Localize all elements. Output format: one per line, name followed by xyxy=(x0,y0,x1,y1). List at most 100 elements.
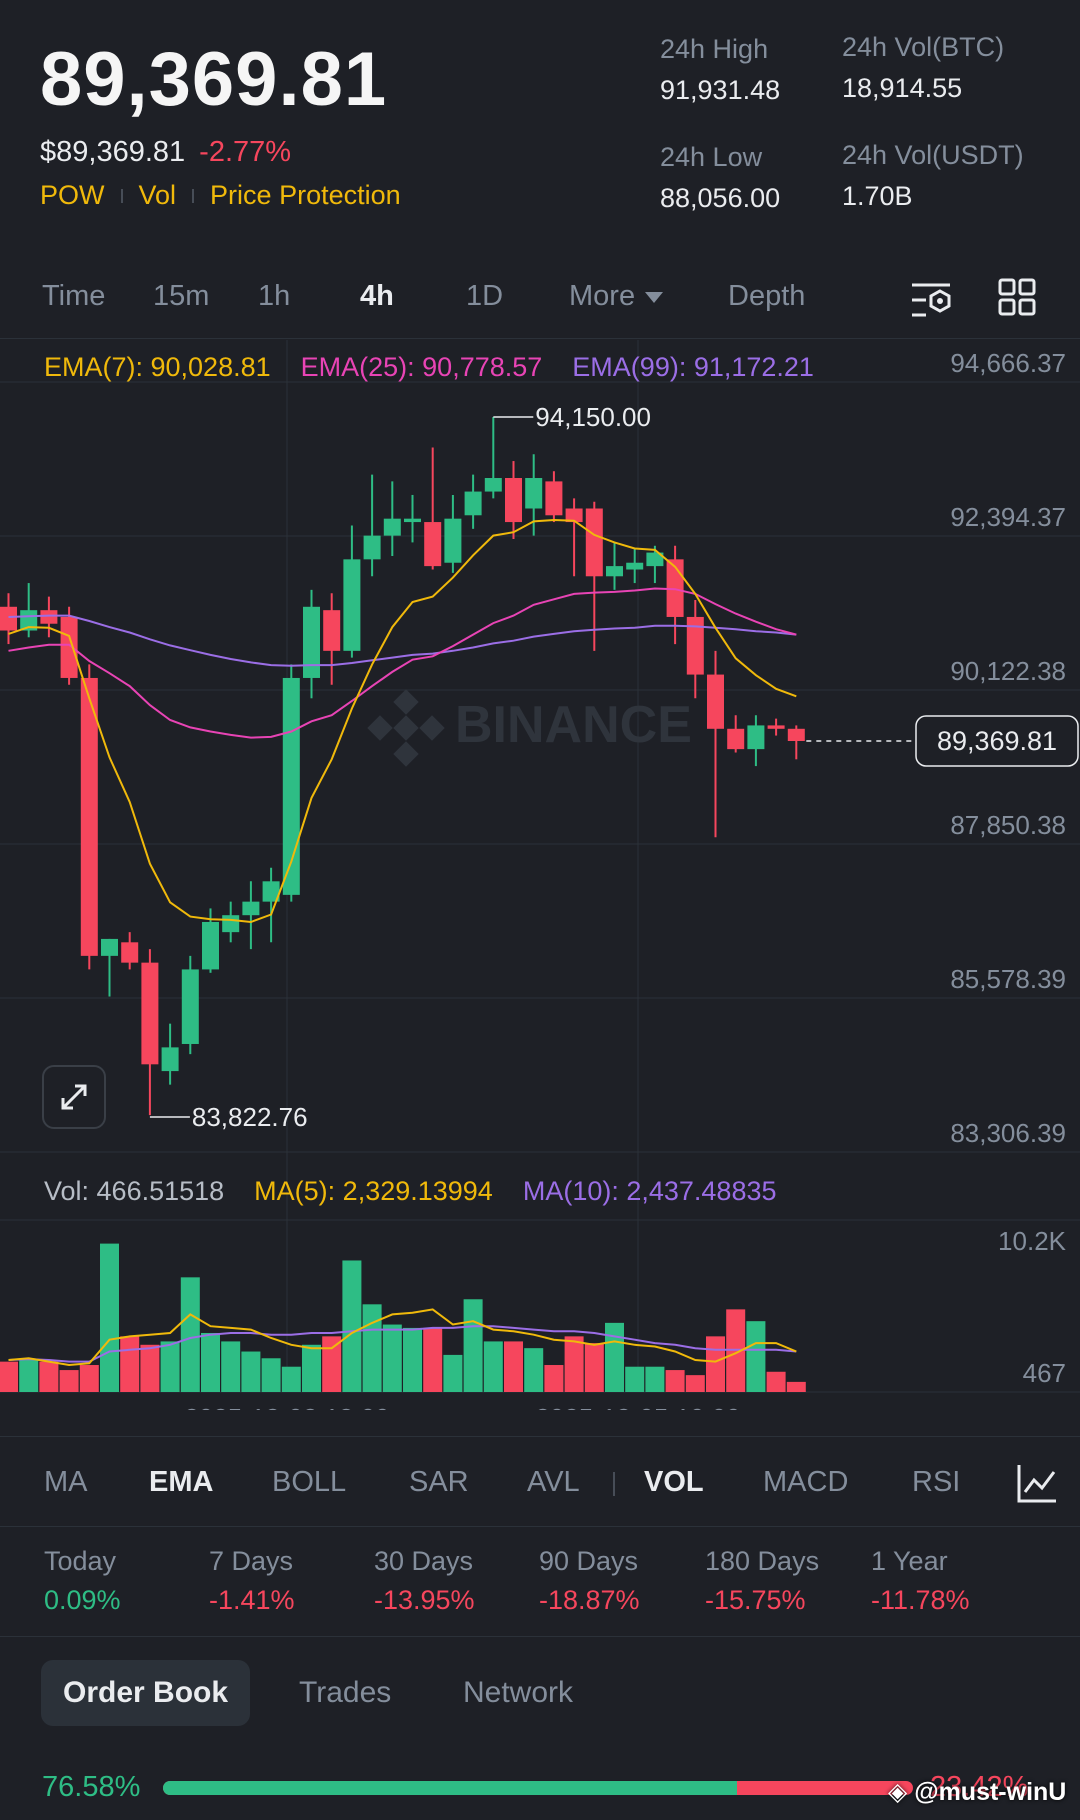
volume-bar xyxy=(645,1366,665,1392)
tab-trades[interactable]: Trades xyxy=(299,1676,392,1709)
volume-bar xyxy=(19,1359,39,1392)
ema99-label: EMA(99): 91,172.21 xyxy=(572,352,814,382)
ma5-label: MA(5): 2,329.13994 xyxy=(254,1176,493,1206)
price-axis-label: 87,850.38 xyxy=(950,810,1066,840)
stat-value: 91,931.48 xyxy=(660,75,781,105)
tag-price-protection[interactable]: Price Protection xyxy=(210,180,401,210)
buy-sell-ratio: 76.58% 23.42% ◈ @must-winU xyxy=(0,1765,1080,1815)
tab-more[interactable]: More xyxy=(569,280,664,313)
binance-logo-part xyxy=(393,689,419,715)
volume-bar xyxy=(786,1381,806,1392)
volume-bar xyxy=(665,1370,685,1392)
volume-bar xyxy=(0,1361,18,1392)
volume-bar xyxy=(423,1327,443,1392)
indicator-separator xyxy=(613,1472,615,1496)
ema7-line xyxy=(8,518,797,924)
tab-15m[interactable]: 15m xyxy=(153,280,210,312)
volume-bar xyxy=(685,1375,705,1392)
candle-body xyxy=(565,508,583,523)
candle-body xyxy=(505,478,522,523)
fullscreen-button[interactable] xyxy=(42,1065,106,1129)
volume-bar xyxy=(544,1365,564,1392)
current-price-box xyxy=(915,715,1079,767)
candle-body xyxy=(323,610,341,651)
candle-body xyxy=(303,606,320,678)
tab-depth[interactable]: Depth xyxy=(728,280,806,312)
volume-bar xyxy=(625,1366,645,1392)
grid-layout-icon[interactable] xyxy=(998,278,1036,321)
tab-1h[interactable]: 1h xyxy=(258,280,291,312)
tag-pow[interactable]: POW xyxy=(40,180,105,210)
fiat-price: $89,369.81 xyxy=(40,136,186,168)
ratio-bar xyxy=(163,1781,913,1795)
candle-body xyxy=(161,1047,179,1072)
volume-bar xyxy=(39,1361,59,1392)
sell-ratio: 23.42% xyxy=(930,1771,1029,1803)
indicator-rsi[interactable]: RSI xyxy=(912,1466,961,1498)
tab-order-book[interactable]: Order Book xyxy=(41,1660,251,1726)
credit-text: @must-winU xyxy=(914,1778,1067,1806)
volume-axis-label: 467 xyxy=(1023,1358,1066,1388)
perf-value: -13.95% xyxy=(374,1585,475,1615)
tab-more-label: More xyxy=(569,280,636,312)
candle-body xyxy=(40,610,58,624)
tag-row: POW Vol Price Protection xyxy=(40,180,401,211)
candlestick-chart[interactable]: BINANCE 94,150.00 83,822.76 94,666.37 92,394… xyxy=(0,340,1080,1410)
volume-bar xyxy=(322,1336,342,1392)
indicator-ma[interactable]: MA xyxy=(44,1466,88,1498)
price-axis-label: 92,394.37 xyxy=(950,502,1066,532)
perf-30-days: 30 Days -13.95% xyxy=(374,1546,475,1616)
indicator-sar[interactable]: SAR xyxy=(409,1466,469,1498)
perf-90-days: 90 Days -18.87% xyxy=(539,1546,640,1616)
high-marker-label: 94,150.00 xyxy=(535,402,651,432)
ema99-line xyxy=(8,614,797,667)
candle-body xyxy=(585,508,603,577)
volume-bar xyxy=(605,1322,624,1392)
perf-label: 7 Days xyxy=(209,1546,294,1576)
stat-value: 88,056.00 xyxy=(660,183,781,213)
tag-separator xyxy=(192,188,195,203)
candle-body xyxy=(626,562,644,570)
volume-bar xyxy=(160,1341,180,1392)
tab-network[interactable]: Network xyxy=(463,1676,574,1709)
binance-logo-part xyxy=(393,715,419,741)
vol-ma5-line xyxy=(8,1308,797,1367)
vol-label: Vol: 466.51518 xyxy=(44,1176,225,1206)
candle-body xyxy=(747,725,765,750)
indicator-avl[interactable]: AVL xyxy=(527,1466,580,1498)
indicator-boll[interactable]: BOLL xyxy=(272,1466,347,1498)
perf-label: 30 Days xyxy=(374,1546,474,1576)
stat-value: 18,914.55 xyxy=(842,73,963,103)
candle-body xyxy=(80,677,98,956)
perf-180-days: 180 Days -15.75% xyxy=(705,1546,819,1616)
candle-body xyxy=(101,938,118,956)
volume-bar xyxy=(201,1332,220,1392)
perf-value: 0.09% xyxy=(44,1585,121,1615)
stat-value: 1.70B xyxy=(842,181,913,211)
indicator-ema[interactable]: EMA xyxy=(149,1466,214,1498)
perf-label: 180 Days xyxy=(705,1546,820,1576)
time-axis-label: 2025-12-02 18:00 xyxy=(184,1403,389,1410)
indicator-macd[interactable]: MACD xyxy=(763,1466,849,1498)
candle-body xyxy=(202,921,219,970)
tab-4h[interactable]: 4h xyxy=(360,280,394,312)
candle-body xyxy=(262,881,280,902)
ema7-label: EMA(7): 90,028.81 xyxy=(44,352,271,382)
tag-vol[interactable]: Vol xyxy=(138,180,177,210)
volume-bar xyxy=(483,1341,503,1392)
indicator-settings-icon[interactable] xyxy=(1016,1462,1058,1509)
tab-1d[interactable]: 1D xyxy=(466,280,504,312)
indicator-vol[interactable]: VOL xyxy=(644,1466,704,1498)
binance-logo-part xyxy=(367,715,393,741)
stat-24h-vol-usdt: 24h Vol(USDT) 1.70B xyxy=(842,140,1024,212)
price-axis-label: 85,578.39 xyxy=(950,964,1066,994)
volume-bar xyxy=(463,1299,483,1392)
tab-time[interactable]: Time xyxy=(42,280,106,312)
volume-bar xyxy=(180,1277,200,1392)
perf-value: -18.87% xyxy=(539,1585,640,1615)
diamond-logo-icon: ◈ xyxy=(888,1778,908,1806)
time-axis-label: 2025-12-05 10:00 xyxy=(535,1403,740,1410)
perf-label: Today xyxy=(44,1546,117,1576)
candle-body xyxy=(545,481,563,516)
chart-settings-icon[interactable] xyxy=(910,280,952,325)
